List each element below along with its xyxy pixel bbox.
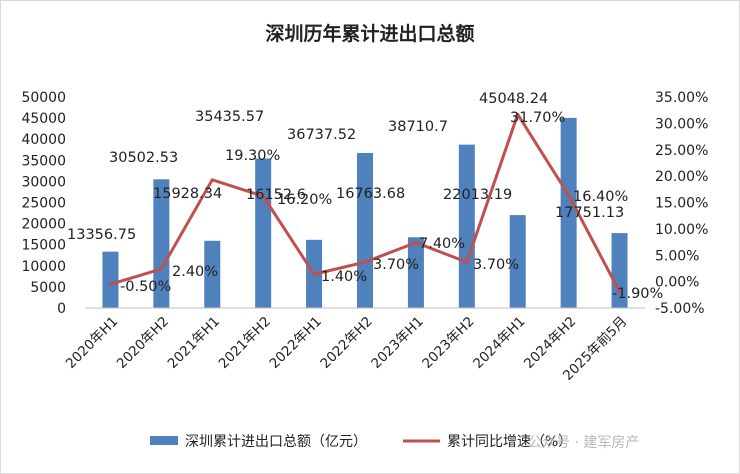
growth-point-5 [363,260,367,264]
line-value-label-10: -1.90% [612,286,663,302]
x-tick-label-2: 2021年H1 [165,314,223,372]
bar-value-label-10: 17751.13 [555,205,624,221]
left-tick-label-1: 5000 [30,280,66,296]
left-tick-label-10: 50000 [21,90,66,106]
x-tick-label-4: 2022年H1 [267,314,325,372]
line-value-label-2: 19.30% [225,148,280,164]
line-value-label-8: 31.70% [510,110,565,126]
bar-value-label-6: 16763.68 [336,186,405,202]
bar-8 [509,215,526,308]
line-value-label-0: -0.50% [120,279,171,295]
legend-bar-label: 深圳累计进出口总额（亿元） [185,434,367,450]
growth-point-7 [465,260,469,264]
right-tick-label-7: 30.00% [655,116,708,132]
right-tick-label-1: 0.00% [655,275,699,291]
bar-value-label-3: 35435.57 [195,109,264,125]
legend: 深圳累计进出口总额（亿元） 累计同比增速（%） [150,434,572,450]
line-value-label-4: 1.40% [321,269,367,285]
growth-point-8 [516,112,520,116]
left-tick-label-4: 20000 [21,217,66,233]
bar-value-label-0: 13356.75 [67,227,136,243]
right-tick-label-4: 15.00% [655,196,708,212]
bar-3 [255,158,272,308]
chart-title: 深圳历年累计进出口总额 [265,22,474,45]
line-value-label-6: 7.40% [419,236,465,252]
left-tick-label-3: 15000 [21,238,66,254]
bar-value-label-9: 45048.24 [479,91,548,107]
growth-point-2 [210,178,214,182]
line-value-label-1: 2.40% [172,264,218,280]
x-tick-label-5: 2022年H2 [317,314,375,372]
x-tick-label-8: 2024年H1 [470,314,528,372]
growth-point-9 [567,193,571,197]
x-tick-label-6: 2023年H1 [368,314,426,372]
growth-point-3 [261,194,265,198]
growth-point-4 [312,272,316,276]
bar-value-label-5: 36737.52 [287,127,356,143]
right-tick-label-5: 20.00% [655,169,708,185]
x-tick-label-7: 2023年H2 [419,314,477,372]
growth-point-6 [414,241,418,245]
bar-6 [407,237,424,308]
line-value-label-5: 3.70% [373,257,419,273]
bar-value-label-7: 38710.7 [388,119,448,135]
bar-2 [204,240,221,308]
left-tick-label-9: 45000 [21,111,66,127]
watermark: 公众号 · 建军房产 [528,435,639,451]
left-tick-label-7: 35000 [21,153,66,169]
right-tick-label-6: 25.00% [655,143,708,159]
line-value-label-3: 16.20% [277,192,332,208]
right-tick-label-8: 35.00% [655,90,708,106]
x-tick-label-0: 2020年H1 [63,314,121,372]
bar-5 [357,152,373,308]
bar-7 [458,144,475,308]
left-tick-label-5: 25000 [21,196,66,212]
bar-value-label-1: 30502.53 [109,150,178,166]
left-tick-label-2: 10000 [21,259,66,275]
legend-bar-swatch [150,436,178,445]
bar-1 [153,179,170,308]
bar-0 [102,251,119,308]
line-value-label-9: 16.40% [573,189,628,205]
legend-line-label: 累计同比增速（%） [447,434,572,450]
growth-point-0 [108,282,112,286]
right-tick-label-2: 5.00% [655,248,699,264]
growth-point-10 [618,290,622,294]
x-tick-label-3: 2021年H2 [216,314,274,372]
bar-value-label-2: 15928.34 [153,186,222,202]
bar-9 [560,117,577,309]
left-tick-label-0: 0 [57,301,66,317]
bar-10 [611,233,628,308]
left-tick-label-8: 40000 [21,132,66,148]
right-tick-label-3: 10.00% [655,222,708,238]
line-value-label-7: 3.70% [473,257,519,273]
growth-point-1 [159,267,163,271]
bar-value-label-8: 22013.19 [443,187,512,203]
x-tick-label-1: 2020年H2 [114,314,172,372]
right-tick-label-0: -5.00% [655,301,705,317]
left-tick-label-6: 30000 [21,174,66,190]
bar-value-label-4: 16152.6 [246,187,306,203]
